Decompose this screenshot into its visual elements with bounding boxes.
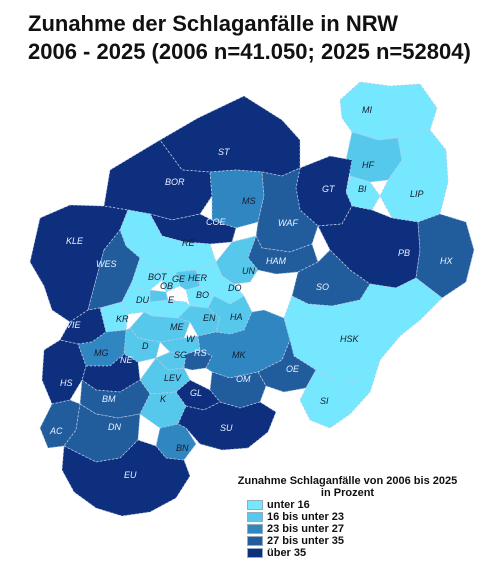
district-label-kle: KLE <box>66 236 84 246</box>
district-du <box>121 281 151 315</box>
district-hsk <box>283 277 443 383</box>
map-title: Zunahme der Schlaganfälle in NRW 2006 - … <box>28 10 471 66</box>
district-ob <box>149 289 169 303</box>
district-label-waf: WAF <box>278 218 298 228</box>
district-her <box>175 269 201 291</box>
legend-swatch <box>247 500 263 510</box>
district-label-coe: COE <box>206 217 227 227</box>
district-bn <box>155 423 197 461</box>
district-label-her: HER <box>188 273 208 283</box>
district-label-ge: GE <box>172 274 186 284</box>
district-label-un: UN <box>242 266 255 276</box>
district-hx <box>415 213 475 299</box>
district-label-mk: MK <box>232 350 246 360</box>
district-bo <box>185 285 215 309</box>
district-label-hx: HX <box>440 256 453 266</box>
district-label-om: OM <box>236 374 251 384</box>
district-label-gt: GT <box>322 184 336 194</box>
district-label-k: K <box>160 394 167 404</box>
district-label-lev: LEV <box>164 373 182 383</box>
district-label-bm: BM <box>102 394 116 404</box>
district-label-dn: DN <box>108 422 121 432</box>
district-label-w: W <box>186 334 196 344</box>
district-label-eu: EU <box>124 470 137 480</box>
district-label-lip: LIP <box>410 189 424 199</box>
district-label-me: ME <box>170 322 184 332</box>
district-si <box>299 359 381 429</box>
district-label-wes: WES <box>96 259 117 269</box>
legend-label: über 35 <box>267 547 307 559</box>
district-label-bor: BOR <box>165 177 185 187</box>
district-label-ne: NE <box>120 355 133 365</box>
district-label-hf: HF <box>362 160 374 170</box>
legend-swatch <box>247 512 263 522</box>
district-label-ha: HA <box>230 312 243 322</box>
district-lip <box>379 129 449 223</box>
district-label-hs: HS <box>60 378 73 388</box>
district-label-pb: PB <box>398 248 410 258</box>
legend-item: 23 bis unter 27 <box>247 523 490 535</box>
legend-label: 23 bis unter 27 <box>267 523 345 535</box>
district-label-si: SI <box>320 396 329 406</box>
district-label-bi: BI <box>358 184 367 194</box>
legend-label: 16 bis unter 23 <box>267 511 345 523</box>
district-label-rs: RS <box>194 348 207 358</box>
district-label-mi: MI <box>362 105 372 115</box>
district-label-vie: VIE <box>66 320 82 330</box>
legend-title-line-1: Zunahme Schlaganfälle von 2006 bis 2025 <box>237 475 458 487</box>
district-ms <box>209 169 265 229</box>
district-label-do: DO <box>228 283 242 293</box>
legend-item: 27 bis unter 35 <box>247 535 490 547</box>
district-label-ob: OB <box>160 281 173 291</box>
district-ge <box>155 269 181 293</box>
district-label-mg: MG <box>94 348 109 358</box>
legend-item: unter 16 <box>247 499 490 511</box>
title-line-1: Zunahme der Schlaganfälle in NRW <box>28 11 398 36</box>
district-su <box>177 401 277 451</box>
legend-label: unter 16 <box>267 499 310 511</box>
district-label-en: EN <box>203 313 216 323</box>
district-label-bo: BO <box>196 290 209 300</box>
legend-title-line-2: in Prozent <box>320 487 375 499</box>
legend-item: über 35 <box>247 547 490 559</box>
district-label-su: SU <box>220 423 233 433</box>
district-mk <box>197 309 291 379</box>
legend-swatch <box>247 548 263 558</box>
district-label-e: E <box>168 295 175 305</box>
district-label-d: D <box>142 341 149 351</box>
district-label-re: RE <box>182 238 195 248</box>
district-label-ac: AC <box>49 426 63 436</box>
district-dn <box>63 403 141 463</box>
district-eu <box>61 439 191 517</box>
district-label-ms: MS <box>242 196 256 206</box>
district-label-st: ST <box>218 147 231 157</box>
district-oe <box>257 338 317 393</box>
district-un <box>215 235 259 285</box>
district-label-gl: GL <box>190 388 202 398</box>
district-label-du: DU <box>136 295 149 305</box>
district-mi <box>339 81 438 141</box>
district-ham <box>247 234 319 275</box>
district-label-so: SO <box>316 282 329 292</box>
legend-swatch <box>247 536 263 546</box>
district-label-oe: OE <box>286 364 300 374</box>
district-label-bn: BN <box>176 443 189 453</box>
district-do <box>195 261 245 305</box>
title-line-2: 2006 - 2025 (2006 n=41.050; 2025 n=52804… <box>28 39 471 64</box>
district-label-sg: SG <box>174 350 187 360</box>
district-ha <box>207 295 253 335</box>
district-st <box>159 95 301 177</box>
legend: Zunahme Schlaganfälle von 2006 bis 2025 … <box>205 475 490 559</box>
legend-swatch <box>247 524 263 534</box>
district-label-bot: BOT <box>148 272 168 282</box>
district-label-hsk: HSK <box>340 334 360 344</box>
legend-label: 27 bis unter 35 <box>267 535 345 547</box>
district-hs <box>41 339 87 405</box>
district-label-ham: HAM <box>266 256 287 266</box>
district-label-kr: KR <box>116 314 129 324</box>
legend-item: 16 bis unter 23 <box>247 511 490 523</box>
